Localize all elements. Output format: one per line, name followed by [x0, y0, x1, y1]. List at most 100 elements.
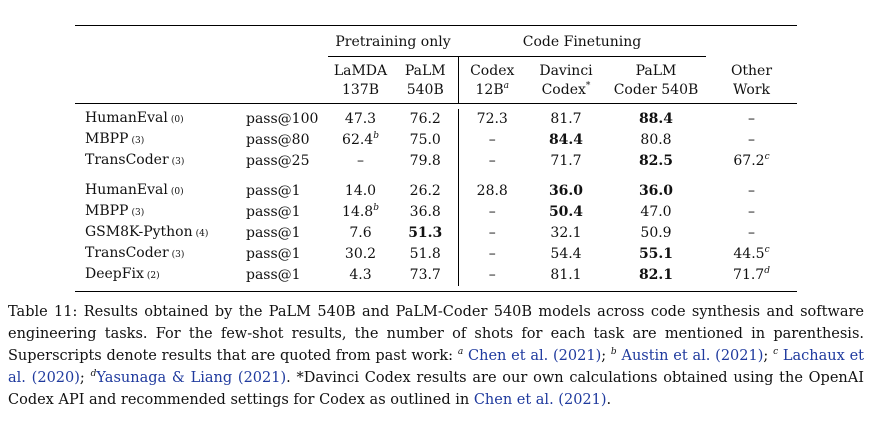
- lamda-cell: –: [357, 153, 364, 169]
- davinci-cell: 36.0: [548, 183, 584, 199]
- col-palm-coder: PaLM Coder 540B: [613, 63, 699, 98]
- task-name: HumanEval (0): [85, 110, 184, 126]
- task-name: MBPP (3): [85, 131, 145, 147]
- col-other-work: Other Work: [730, 62, 773, 98]
- codex-cell: 72.3: [457, 109, 526, 130]
- palm-coder-cell: 36.0: [638, 183, 674, 199]
- ref-chen-2021[interactable]: Chen et al. (2021): [468, 348, 602, 364]
- other-work-cell: 67.2c: [733, 152, 770, 170]
- pretraining-header: Pretraining only: [328, 30, 458, 57]
- davinci-cell: 81.1: [550, 267, 582, 283]
- palm-coder-cell: 55.1: [638, 246, 674, 262]
- davinci-cell: 84.4: [548, 132, 584, 148]
- other-work-cell: –: [748, 183, 755, 199]
- metric-cell: pass@80: [246, 132, 310, 148]
- column-header-row: LaMDA 137B PaLM 540B Codex 12Ba Davinci Code…: [75, 56, 797, 104]
- ref-austin-2021[interactable]: Austin et al. (2021): [621, 348, 764, 364]
- palm-cell: 75.0: [409, 132, 441, 148]
- other-work-cell: 71.7d: [733, 266, 770, 284]
- other-work-cell: –: [748, 132, 755, 148]
- codex-cell: –: [457, 151, 526, 172]
- table-row: MBPP (3) pass@80 62.4b 75.0–84.4 80.8–: [75, 130, 797, 151]
- table-caption: Table 11: Results obtained by the PaLM 5…: [8, 304, 864, 408]
- other-work-cell: –: [748, 204, 755, 220]
- davinci-cell: 50.4: [548, 204, 584, 220]
- col-davinci-codex: Davinci Codex*: [539, 63, 593, 98]
- lamda-cell: 47.3: [344, 111, 377, 127]
- lamda-cell: 30.2: [344, 246, 377, 262]
- palm-cell: 73.7: [409, 267, 441, 283]
- results-table: Pretraining only Code Finetuning LaMDA 13…: [75, 25, 797, 292]
- palm-coder-cell: 50.9: [640, 225, 672, 241]
- table-row: MBPP (3) pass@1 14.8b 36.8–50.4 47.0–: [75, 202, 797, 223]
- shot-count: (3): [171, 157, 185, 167]
- task-name: DeepFix (2): [85, 266, 160, 282]
- metric-cell: pass@1: [246, 183, 301, 199]
- davinci-cell: 54.4: [550, 246, 582, 262]
- shot-count: (3): [131, 136, 145, 146]
- col-palm: PaLM 540B: [404, 63, 446, 98]
- davinci-cell: 71.7: [550, 153, 582, 169]
- metric-cell: pass@25: [246, 153, 310, 169]
- metric-cell: pass@1: [246, 204, 301, 220]
- shot-count: (3): [171, 250, 185, 260]
- other-work-cell: –: [748, 111, 755, 127]
- group1-rows: HumanEval (0) pass@100 47.3 76.2 72.3 81.7 88.4…: [75, 109, 797, 172]
- table-row: GSM8K-Python (4) pass@1 7.6 51.3–32.1 50.9–: [75, 223, 797, 244]
- task-name: HumanEval (0): [85, 182, 184, 198]
- shot-count: (4): [195, 229, 209, 239]
- table-row: TransCoder (3) pass@1 30.2 51.8– 54.4 55.1 44.5…: [75, 244, 797, 265]
- codex-cell: –: [457, 202, 526, 223]
- metric-cell: pass@1: [246, 246, 301, 262]
- codex-cell: –: [457, 130, 526, 151]
- metric-cell: pass@100: [246, 111, 319, 127]
- ref-chen-2021-b[interactable]: Chen et al. (2021): [473, 392, 607, 408]
- palm-coder-cell: 82.1: [638, 267, 674, 283]
- ref-yasunaga-liang-2021[interactable]: Yasunaga & Liang (2021): [96, 370, 287, 386]
- codex-cell: 28.8: [457, 181, 526, 202]
- group-header-row: Pretraining only Code Finetuning: [75, 30, 797, 57]
- codex-cell: –: [457, 223, 526, 244]
- palm-coder-cell: 80.8: [640, 132, 672, 148]
- shot-count: (0): [170, 187, 184, 197]
- palm-coder-cell: 82.5: [638, 153, 674, 169]
- table-row: HumanEval (0) pass@1 14.0 26.2 28.8 36.0 36.0 –: [75, 181, 797, 202]
- davinci-cell: 32.1: [550, 225, 582, 241]
- davinci-cell: 81.7: [550, 111, 582, 127]
- palm-cell: 51.8: [409, 246, 441, 262]
- palm-coder-cell: 88.4: [638, 111, 674, 127]
- task-name: TransCoder (3): [85, 152, 185, 168]
- palm-cell: 51.3: [408, 225, 443, 241]
- shot-count: (3): [131, 208, 145, 218]
- task-name: GSM8K-Python (4): [85, 224, 209, 240]
- lamda-cell: 62.4b: [342, 131, 379, 149]
- task-name: MBPP (3): [85, 203, 145, 219]
- table-row: DeepFix (2) pass@1 4.3 73.7– 81.1 82.1 71.7d: [75, 265, 797, 286]
- metric-cell: pass@1: [246, 225, 301, 241]
- col-codex-12b: Codex 12Ba: [457, 56, 526, 104]
- lamda-cell: 14.8b: [342, 203, 379, 221]
- lamda-cell: 7.6: [349, 225, 372, 241]
- lamda-cell: 4.3: [349, 267, 372, 283]
- table-row: HumanEval (0) pass@100 47.3 76.2 72.3 81.7 88.4…: [75, 109, 797, 130]
- other-work-cell: –: [748, 225, 755, 241]
- ref-lachaux-2020[interactable]: Lachaux et al. (2020): [8, 348, 864, 386]
- lamda-cell: 14.0: [344, 183, 377, 199]
- metric-cell: pass@1: [246, 267, 301, 283]
- task-name: TransCoder (3): [85, 245, 185, 261]
- palm-cell: 36.8: [409, 204, 441, 220]
- group2-rows: HumanEval (0) pass@1 14.0 26.2 28.8 36.0 36.0 – M…: [75, 181, 797, 286]
- palm-coder-cell: 47.0: [640, 204, 672, 220]
- palm-cell: 79.8: [409, 153, 441, 169]
- codex-cell: –: [457, 244, 526, 265]
- finetuning-header: Code Finetuning: [458, 30, 706, 57]
- shot-count: (2): [146, 271, 160, 281]
- palm-cell: 76.2: [409, 111, 441, 127]
- shot-count: (0): [170, 115, 184, 125]
- palm-cell: 26.2: [409, 183, 441, 199]
- codex-cell: –: [457, 265, 526, 286]
- col-lamda: LaMDA 137B: [333, 63, 388, 98]
- other-work-cell: 44.5c: [733, 245, 770, 263]
- table-row: TransCoder (3) pass@25–79.8–71.7 82.5 67.2c: [75, 151, 797, 172]
